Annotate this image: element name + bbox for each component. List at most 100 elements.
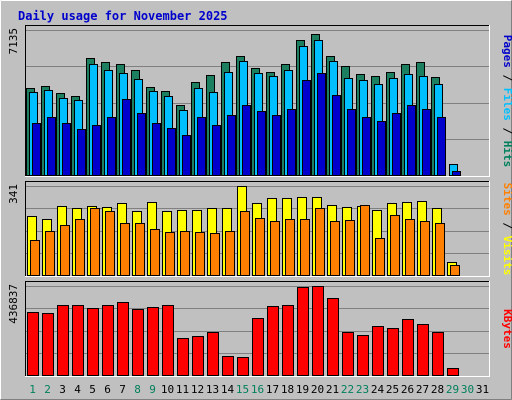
bar-pages-day-20 (317, 73, 326, 176)
chart-title: Daily usage for November 2025 (18, 9, 228, 23)
bar-sites-day-12 (195, 232, 205, 276)
bar-sites-day-20 (315, 208, 325, 276)
x-label-day-9: 9 (149, 383, 156, 396)
bar-sites-day-29 (450, 265, 460, 276)
x-label-day-12: 12 (191, 383, 204, 396)
bar-sites-day-11 (180, 231, 190, 276)
bar-kbytes-day-8 (132, 309, 144, 376)
bar-pages-day-8 (137, 113, 146, 176)
bar-kbytes-day-15 (237, 357, 249, 376)
bar-sites-day-1 (30, 240, 40, 276)
bar-pages-day-25 (392, 113, 401, 176)
bar-pages-day-15 (242, 105, 251, 176)
bar-kbytes-day-18 (282, 305, 294, 376)
legend-sites: Sites (501, 183, 512, 216)
x-label-day-31: 31 (476, 383, 489, 396)
bar-pages-day-5 (92, 125, 101, 176)
series-sites (30, 205, 460, 276)
x-label-day-2: 2 (44, 383, 51, 396)
x-label-day-22: 22 (341, 383, 354, 396)
bar-kbytes-day-21 (327, 298, 339, 376)
x-label-day-16: 16 (251, 383, 264, 396)
y-max-label-hits: 7135 (7, 28, 20, 55)
bar-pages-day-13 (212, 125, 221, 176)
series-pages (32, 73, 461, 176)
y-max-labels: 7135 341 436837 (7, 28, 20, 324)
bar-sites-day-17 (270, 221, 280, 276)
x-label-day-14: 14 (221, 383, 235, 396)
bar-pages-day-3 (62, 123, 71, 176)
y-max-label-kbytes: 436837 (7, 284, 20, 324)
bar-pages-day-17 (272, 115, 281, 176)
x-label-day-5: 5 (89, 383, 96, 396)
x-label-day-13: 13 (206, 383, 219, 396)
bar-kbytes-day-5 (87, 308, 99, 376)
x-label-day-27: 27 (416, 383, 429, 396)
x-label-day-19: 19 (296, 383, 309, 396)
legend-kbytes: KBytes (501, 309, 512, 349)
bar-sites-day-14 (225, 231, 235, 276)
chart-panels (25, 25, 490, 377)
bar-kbytes-day-17 (267, 306, 279, 376)
bar-kbytes-day-9 (147, 307, 159, 376)
bar-kbytes-day-11 (177, 338, 189, 376)
bar-pages-day-19 (302, 80, 311, 176)
x-label-day-1: 1 (29, 383, 36, 396)
bar-kbytes-day-22 (342, 332, 354, 376)
bar-kbytes-day-27 (417, 324, 429, 376)
bar-kbytes-day-2 (42, 313, 54, 376)
bar-sites-day-2 (45, 231, 55, 276)
bar-sites-day-24 (375, 238, 385, 276)
bar-pages-day-26 (407, 105, 416, 176)
x-label-day-28: 28 (431, 383, 444, 396)
bar-pages-day-12 (197, 117, 206, 176)
x-label-day-7: 7 (119, 383, 126, 396)
bar-kbytes-day-14 (222, 356, 234, 376)
bar-pages-day-6 (107, 117, 116, 176)
bar-pages-day-11 (182, 135, 191, 176)
legend-separator: / (501, 121, 512, 141)
bar-pages-day-16 (257, 111, 266, 176)
bar-sites-day-21 (330, 221, 340, 276)
bar-sites-day-27 (420, 221, 430, 276)
panel-visits (25, 181, 490, 277)
bar-sites-day-26 (405, 219, 415, 276)
x-label-day-25: 25 (386, 383, 399, 396)
bar-pages-day-10 (167, 128, 176, 176)
bar-kbytes-day-29 (447, 368, 459, 376)
bar-pages-day-7 (122, 99, 131, 176)
legend-files: Files (501, 88, 512, 121)
bar-sites-day-10 (165, 232, 175, 276)
panel-hits (25, 25, 490, 177)
x-label-day-18: 18 (281, 383, 294, 396)
x-axis-labels: 1 2 3 4 5 6 7 8 9 10 11 12 13 14 15 16 17 18 19 20 21 22 23 24 2… (29, 383, 489, 396)
x-label-day-8: 8 (134, 383, 141, 396)
bar-sites-day-8 (135, 223, 145, 276)
bar-kbytes-day-26 (402, 319, 414, 376)
bar-pages-day-14 (227, 115, 236, 176)
x-label-day-23: 23 (356, 383, 369, 396)
x-label-day-24: 24 (371, 383, 385, 396)
bar-pages-day-23 (362, 117, 371, 176)
x-label-day-6: 6 (104, 383, 111, 396)
legend-visits: Sites / Visits (501, 183, 512, 276)
bar-pages-day-4 (77, 129, 86, 176)
bar-kbytes-day-10 (162, 305, 174, 376)
legend-kbytes: KBytes (501, 309, 512, 349)
x-label-day-15: 15 (236, 383, 249, 396)
bar-sites-day-23 (360, 205, 370, 276)
bar-sites-day-15 (240, 211, 250, 276)
x-label-day-30: 30 (461, 383, 474, 396)
legend-separator: / (501, 68, 512, 88)
bar-pages-day-28 (437, 117, 446, 176)
x-label-day-17: 17 (266, 383, 279, 396)
legend-visits: Visits (501, 236, 512, 276)
legend-hits: Hits (501, 141, 512, 168)
bar-kbytes-day-3 (57, 305, 69, 376)
x-label-day-20: 20 (311, 383, 324, 396)
bar-sites-day-13 (210, 233, 220, 276)
x-label-day-29: 29 (446, 383, 459, 396)
bar-pages-day-27 (422, 109, 431, 176)
panel-kbytes (25, 281, 490, 377)
